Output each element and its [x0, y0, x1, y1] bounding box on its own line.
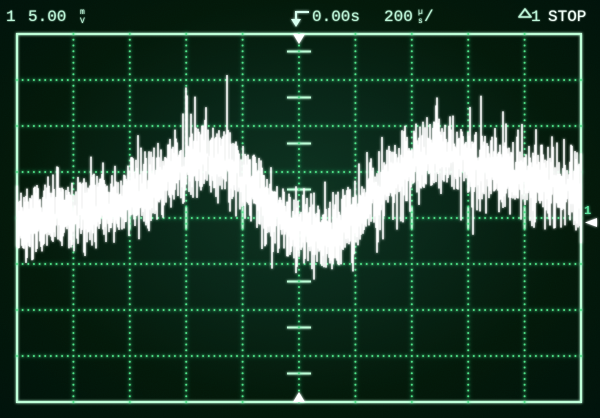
svg-text:0.00s: 0.00s	[312, 8, 360, 26]
svg-text:5.00: 5.00	[28, 8, 66, 26]
svg-text:1: 1	[584, 204, 591, 218]
svg-text:STOP: STOP	[548, 8, 586, 26]
svg-text:s: s	[418, 17, 423, 26]
svg-text:200: 200	[384, 8, 413, 26]
svg-text:/: /	[424, 8, 434, 26]
svg-text:1: 1	[531, 8, 541, 26]
svg-text:1: 1	[6, 8, 16, 26]
svg-text:V: V	[80, 17, 85, 26]
svg-text:µ: µ	[418, 8, 423, 17]
svg-text:m: m	[80, 8, 85, 17]
